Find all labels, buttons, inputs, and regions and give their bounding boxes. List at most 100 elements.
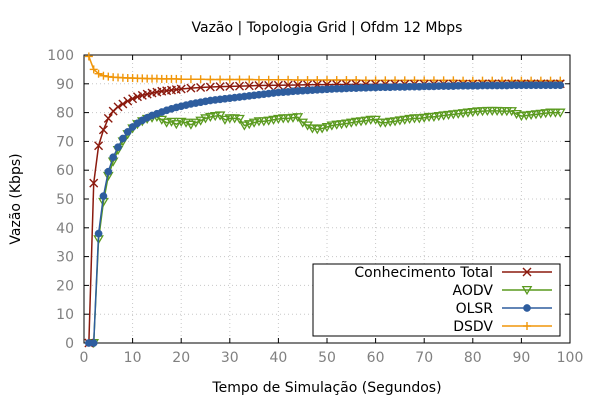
data-point xyxy=(99,192,108,200)
data-point xyxy=(370,115,381,125)
data-point xyxy=(316,124,328,134)
data-point xyxy=(414,114,425,124)
data-point xyxy=(98,125,108,135)
data-point xyxy=(94,141,104,151)
data-point xyxy=(525,110,537,120)
data-point xyxy=(195,116,206,126)
legend-box xyxy=(312,263,561,337)
data-point xyxy=(341,119,352,129)
legend-label: DSDV xyxy=(453,319,493,335)
data-point xyxy=(114,143,122,152)
data-point xyxy=(273,80,283,90)
data-point xyxy=(540,109,552,119)
data-point xyxy=(214,111,226,121)
series-line xyxy=(92,110,561,344)
data-point xyxy=(293,76,302,85)
x-tick-label: 20 xyxy=(172,350,190,366)
marker-stroke xyxy=(176,84,186,94)
data-point xyxy=(287,113,299,123)
legend-label: OLSR xyxy=(456,301,494,317)
data-point xyxy=(361,76,370,85)
marker-stroke xyxy=(254,81,264,91)
series-dsdv xyxy=(84,52,565,85)
data-point xyxy=(345,118,357,128)
data-point xyxy=(219,115,231,125)
marker-stroke xyxy=(303,80,313,90)
marker-stroke xyxy=(225,81,235,91)
axis-ticks: 0 10 20 30 40 50 60 70 80 90 100 0 10 20 30 40 50 60 70 80 9… xyxy=(47,48,583,366)
data-point xyxy=(89,65,98,74)
legend-entry: DSDV xyxy=(453,319,552,335)
marker-stroke xyxy=(235,81,245,91)
data-point xyxy=(520,111,532,121)
data-point xyxy=(506,107,518,117)
marker-stroke xyxy=(205,82,215,92)
data-point xyxy=(332,76,341,85)
data-point xyxy=(355,117,367,127)
data-point xyxy=(186,83,196,93)
data-point xyxy=(274,75,283,84)
data-point xyxy=(113,102,123,112)
series-olsr xyxy=(85,81,565,347)
marker-stroke xyxy=(89,178,99,188)
x-tick-label: 70 xyxy=(415,350,433,366)
legend-entries: Conhecimento Total AODV OLSR DSDV xyxy=(354,265,552,335)
data-point xyxy=(248,118,260,128)
y-tick-label: 40 xyxy=(56,221,74,237)
data-point xyxy=(350,117,362,127)
data-point xyxy=(554,108,566,118)
data-point xyxy=(467,107,479,118)
data-point xyxy=(371,76,380,85)
legend-marker xyxy=(521,285,533,296)
y-axis-label: Vazão (Kbps) xyxy=(8,153,24,244)
data-point xyxy=(326,121,338,131)
data-point xyxy=(239,121,250,131)
data-point xyxy=(196,75,205,84)
marker-stroke xyxy=(186,83,196,93)
data-point xyxy=(394,116,406,126)
marker-stroke xyxy=(283,80,293,90)
data-point xyxy=(311,125,323,135)
marker-stroke xyxy=(103,113,113,123)
y-tick-label: 90 xyxy=(56,77,74,93)
data-point xyxy=(94,69,103,78)
data-point xyxy=(535,109,547,119)
data-point xyxy=(254,81,264,91)
data-point xyxy=(161,118,172,128)
data-point xyxy=(89,178,99,188)
data-point xyxy=(516,112,527,122)
marker-stroke xyxy=(293,80,303,90)
data-point xyxy=(209,112,221,122)
data-point xyxy=(302,121,313,131)
data-point xyxy=(225,81,235,91)
data-point xyxy=(89,339,98,347)
data-point xyxy=(297,118,309,128)
data-point xyxy=(452,109,464,119)
y-tick-label: 30 xyxy=(56,250,74,266)
chart-title: Vazão | Topologia Grid | Ofdm 12 Mbps xyxy=(192,20,463,36)
data-point xyxy=(264,75,273,84)
marker-stroke xyxy=(118,99,128,109)
legend-label: Conhecimento Total xyxy=(354,265,493,281)
x-tick-label: 30 xyxy=(221,350,239,366)
data-point xyxy=(399,115,411,125)
data-point xyxy=(352,76,361,85)
data-point xyxy=(234,114,245,125)
x-tick-label: 0 xyxy=(80,350,89,366)
data-point xyxy=(391,76,400,85)
data-point xyxy=(84,52,93,61)
legend-entry: OLSR xyxy=(456,301,552,317)
marker-stroke xyxy=(128,94,138,104)
data-point xyxy=(472,107,483,117)
data-point xyxy=(438,111,449,121)
data-point xyxy=(268,115,279,125)
data-point xyxy=(215,82,225,92)
data-point xyxy=(263,116,275,126)
data-point xyxy=(205,82,215,92)
x-tick-label: 60 xyxy=(367,350,385,366)
marker-stroke xyxy=(196,83,206,93)
data-point xyxy=(477,107,488,117)
data-point xyxy=(342,76,351,85)
data-point xyxy=(258,117,270,127)
